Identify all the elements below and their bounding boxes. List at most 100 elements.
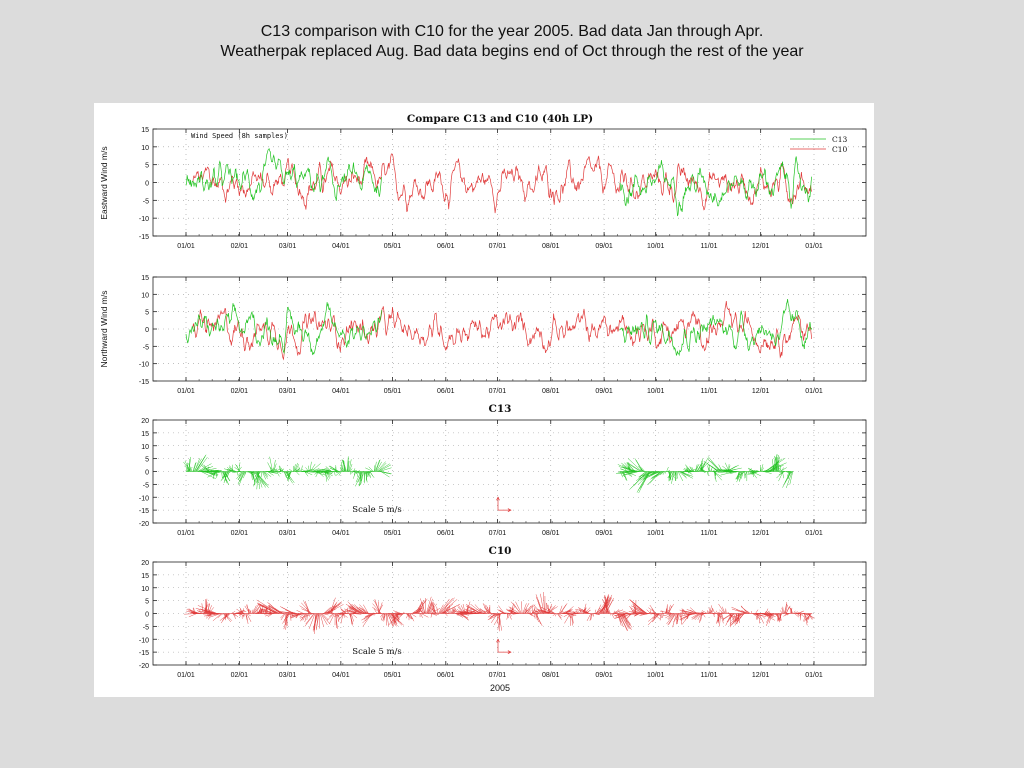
wind-stick <box>681 611 696 614</box>
wind-stick <box>715 611 720 614</box>
wind-stick <box>374 461 377 472</box>
wind-stick <box>429 603 437 614</box>
wind-stick <box>327 471 334 474</box>
wind-stick <box>741 611 750 614</box>
wind-stick <box>596 604 602 614</box>
wind-stick <box>617 471 620 473</box>
wind-stick <box>779 465 782 472</box>
wind-stick <box>571 613 574 624</box>
wind-stick <box>685 613 695 615</box>
x-tick-label: 02/01 <box>231 530 249 537</box>
wind-stick <box>768 613 774 616</box>
wind-stick <box>281 468 285 472</box>
wind-stick <box>715 610 717 614</box>
wind-stick <box>207 471 219 478</box>
wind-stick <box>621 471 624 475</box>
wind-stick <box>359 471 364 486</box>
y-tick-label: 5 <box>145 457 149 464</box>
wind-stick <box>244 605 250 614</box>
wind-stick <box>340 613 344 624</box>
wind-stick <box>748 467 755 472</box>
wind-stick <box>618 613 624 628</box>
wind-stick <box>677 471 684 482</box>
wind-stick <box>571 613 579 615</box>
wind-stick <box>746 610 751 614</box>
wind-stick <box>766 612 770 614</box>
wind-stick <box>387 613 393 627</box>
wind-stick <box>449 605 451 614</box>
wind-stick <box>272 459 276 472</box>
wind-stick <box>293 464 296 472</box>
wind-stick <box>783 613 790 617</box>
wind-stick <box>718 603 725 614</box>
wind-stick <box>793 610 796 614</box>
wind-stick <box>263 471 268 477</box>
y-tick-label: 10 <box>141 586 149 593</box>
wind-stick <box>269 468 277 472</box>
wind-stick <box>224 471 229 482</box>
wind-stick <box>364 612 370 614</box>
wind-stick <box>351 613 358 619</box>
wind-stick <box>698 613 702 624</box>
wind-stick <box>782 471 792 488</box>
x-tick-label: 05/01 <box>384 530 402 537</box>
wind-stick <box>789 471 793 485</box>
x-tick-label: 06/01 <box>437 530 455 537</box>
wind-stick <box>346 456 349 472</box>
wind-stick <box>765 608 769 614</box>
wind-stick <box>700 613 703 622</box>
wind-stick <box>799 613 802 621</box>
wind-stick <box>213 471 217 477</box>
wind-stick <box>782 470 786 472</box>
wind-stick <box>601 597 608 614</box>
wind-stick <box>246 471 248 473</box>
wind-stick <box>708 465 711 472</box>
wind-stick <box>691 613 699 619</box>
wind-stick <box>697 463 702 472</box>
wind-stick <box>198 608 203 614</box>
wind-stick <box>807 613 811 621</box>
wind-stick <box>240 608 242 614</box>
wind-stick <box>679 609 696 614</box>
wind-stick <box>744 471 747 479</box>
wind-stick <box>725 608 727 614</box>
y-tick-label: 5 <box>145 163 149 170</box>
wind-stick <box>391 613 403 617</box>
wind-stick <box>707 471 709 476</box>
wind-stick <box>248 609 252 614</box>
wind-stick <box>326 613 335 621</box>
wind-stick <box>640 470 646 472</box>
wind-stick <box>508 609 520 614</box>
wind-stick <box>680 613 683 621</box>
wind-stick <box>678 471 688 479</box>
x-tick-label: 02/01 <box>231 243 249 250</box>
wind-stick <box>426 598 433 614</box>
wind-stick <box>377 462 387 472</box>
wind-stick <box>431 613 434 615</box>
wind-stick <box>365 467 374 472</box>
wind-stick <box>575 609 581 614</box>
wind-stick <box>668 604 671 614</box>
wind-stick <box>405 613 409 619</box>
wind-stick <box>530 613 532 615</box>
wind-stick <box>580 609 590 614</box>
wind-stick <box>465 612 480 614</box>
wind-stick <box>329 597 336 614</box>
wind-stick <box>363 471 366 483</box>
wind-stick <box>636 471 653 481</box>
wind-stick <box>443 608 449 614</box>
wind-stick <box>661 610 664 614</box>
wind-stick <box>294 468 299 472</box>
wind-stick <box>337 613 344 621</box>
wind-stick <box>755 469 760 472</box>
wind-stick <box>342 459 347 472</box>
wind-stick <box>535 596 543 614</box>
wind-stick <box>260 608 275 614</box>
wind-stick <box>719 613 721 627</box>
wind-stick <box>594 609 597 614</box>
wind-stick <box>668 613 675 620</box>
wind-stick <box>441 605 457 614</box>
wind-stick <box>443 611 448 614</box>
x-tick-label: 04/01 <box>332 388 350 395</box>
wind-stick <box>687 471 693 475</box>
